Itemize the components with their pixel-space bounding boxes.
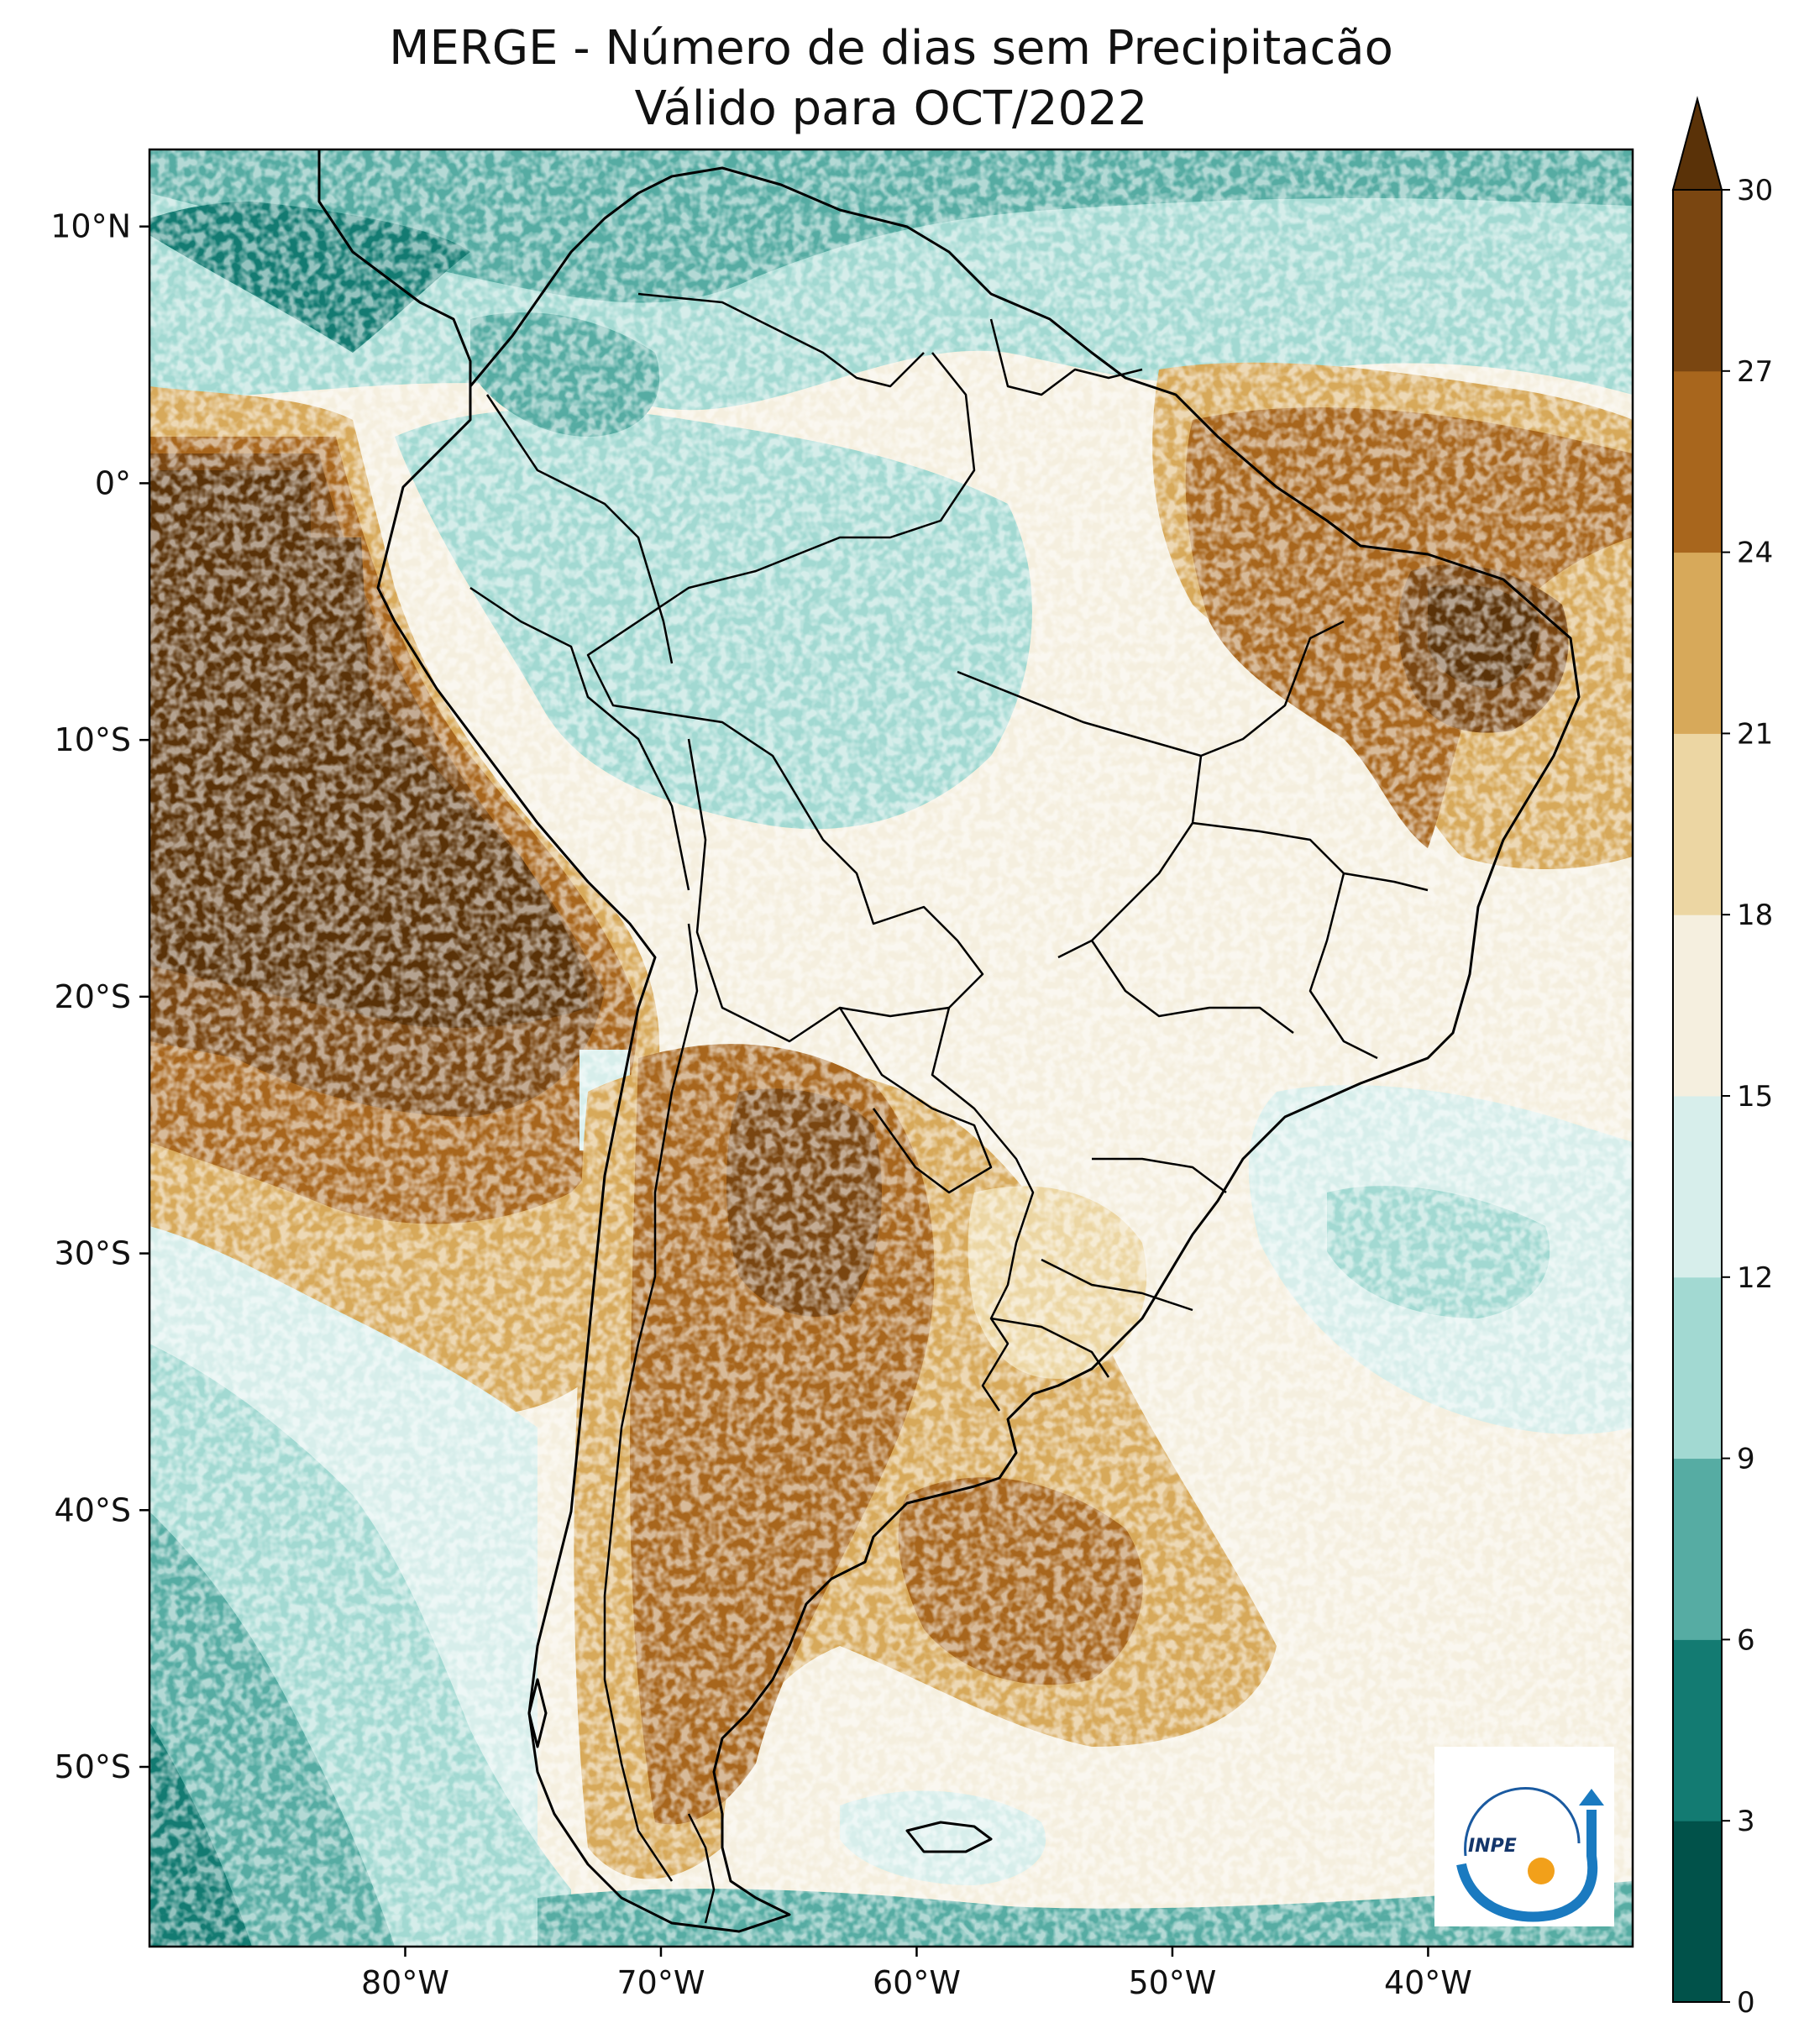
lat-tick-label: 50°S bbox=[55, 1748, 131, 1785]
lon-tick-label: 60°W bbox=[873, 1964, 961, 2001]
border-brazil-states-5 bbox=[1090, 940, 1294, 1034]
coastline-falklands bbox=[905, 1821, 993, 1853]
coastline-chiloe bbox=[527, 1678, 548, 1748]
lon-tick-label: 40°W bbox=[1384, 1964, 1472, 2001]
colorbar-segment bbox=[1673, 1821, 1722, 2003]
map-frame bbox=[148, 148, 1634, 1948]
border-bolivia bbox=[687, 738, 950, 1043]
colorbar-tick-label: 9 bbox=[1737, 1443, 1755, 1476]
border-venezuela bbox=[637, 292, 925, 388]
colorbar-tick-label: 3 bbox=[1737, 1805, 1755, 1838]
colorbar-segment bbox=[1673, 1276, 1722, 1460]
border-argentina-south bbox=[687, 1813, 716, 1924]
border-brazil-states-6 bbox=[1092, 1157, 1227, 1193]
colorbar-segment bbox=[1673, 552, 1722, 734]
lat-tick-label: 20°S bbox=[55, 978, 131, 1015]
colorbar-segment bbox=[1673, 1639, 1722, 1821]
border-chile-argentina bbox=[603, 923, 699, 1882]
map-subtitle: Válido para OCT/2022 bbox=[634, 81, 1148, 136]
precipitation-field bbox=[149, 149, 1633, 1947]
lat-tick-label: 10°S bbox=[55, 721, 131, 758]
border-peru bbox=[469, 586, 690, 891]
border-guianas bbox=[989, 318, 1143, 396]
field-speckle bbox=[149, 149, 1633, 1947]
svg-text:INPE: INPE bbox=[1468, 1836, 1517, 1857]
inpe-logo: INPE bbox=[1434, 1747, 1614, 1926]
colorbar-segment bbox=[1673, 1096, 1722, 1278]
border-brazil-states-7 bbox=[1041, 1258, 1193, 1312]
lon-tick-label: 80°W bbox=[361, 1964, 449, 2001]
border-brazil-states-4 bbox=[1308, 873, 1378, 1060]
colorbar-segment bbox=[1673, 733, 1722, 915]
border-brazil-states-1 bbox=[957, 620, 1345, 757]
colorbar-tick-label: 30 bbox=[1737, 174, 1773, 207]
border-uruguay bbox=[990, 1317, 1110, 1378]
lat-tick-label: 10°N bbox=[50, 208, 131, 245]
lat-tick-label: 30°S bbox=[55, 1235, 131, 1272]
border-brazil-west bbox=[586, 352, 1035, 1412]
colorbar-extend-arrow bbox=[1671, 96, 1723, 191]
colorbar-tick-label: 24 bbox=[1737, 537, 1773, 570]
latitude-axis: 10°N 0° 10°S 20°S 30°S 40°S 50°S bbox=[50, 208, 149, 1785]
colorbar: 0 3 6 9 12 15 18 21 24 27 30 bbox=[1671, 96, 1773, 2020]
coastline-south-america bbox=[376, 166, 1581, 1933]
colorbar-tick-label: 12 bbox=[1737, 1261, 1773, 1295]
colorbar-segment bbox=[1673, 1458, 1722, 1640]
lon-tick-label: 70°W bbox=[616, 1964, 705, 2001]
border-brazil-states-3 bbox=[1192, 821, 1429, 892]
colorbar-tick-label: 15 bbox=[1737, 1080, 1773, 1114]
colorbar-tick-label: 18 bbox=[1737, 899, 1773, 932]
colorbar-tick-label: 0 bbox=[1737, 1986, 1755, 2020]
border-brazil-states-2 bbox=[1057, 755, 1203, 959]
coastline-central-america bbox=[317, 149, 472, 386]
border-paraguay bbox=[838, 1007, 993, 1194]
longitude-axis: 80°W 70°W 60°W 50°W 40°W bbox=[361, 1947, 1472, 2001]
border-colombia bbox=[485, 394, 674, 664]
map-title: MERGE - Número de dias sem Precipitacão bbox=[389, 21, 1393, 76]
colorbar-segment bbox=[1673, 915, 1722, 1097]
colorbar-segment bbox=[1673, 370, 1722, 553]
lat-tick-label: 0° bbox=[95, 464, 131, 501]
colorbar-tick-label: 21 bbox=[1737, 717, 1773, 751]
lat-tick-label: 40°S bbox=[55, 1491, 131, 1528]
lon-tick-label: 50°W bbox=[1128, 1964, 1216, 2001]
colorbar-tick-label: 27 bbox=[1737, 355, 1773, 389]
colorbar-segment bbox=[1673, 190, 1722, 372]
coastlines bbox=[317, 149, 1581, 1933]
colorbar-tick-label: 6 bbox=[1737, 1623, 1755, 1657]
borders bbox=[469, 292, 1429, 1924]
